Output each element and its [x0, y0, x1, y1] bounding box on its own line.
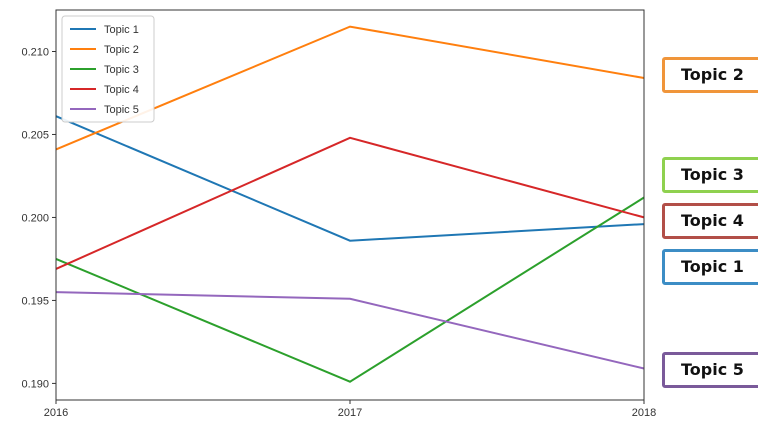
- series-line-topic-1: [55, 115, 645, 242]
- series-line-topic-4: [55, 136, 645, 270]
- legend-label: Topic 3: [104, 64, 139, 76]
- x-tick-label: 2018: [632, 407, 656, 419]
- callout-label: Topic 4: [681, 211, 744, 230]
- series-lines: [55, 25, 645, 383]
- y-tick-label: 0.195: [21, 295, 49, 307]
- line-chart: 0.190 0.195 0.200 0.205 0.210 2016 2017 2018 To…: [21, 9, 656, 419]
- x-tick-label: 2016: [44, 407, 68, 419]
- plot-frame: [55, 9, 645, 401]
- callout-label: Topic 3: [681, 165, 744, 184]
- legend-label: Topic 5: [104, 104, 139, 116]
- y-tick-label: 0.200: [21, 212, 49, 224]
- y-tick-label: 0.205: [21, 129, 49, 141]
- legend: Topic 1 Topic 2 Topic 3 Topic 4 Topic 5: [61, 15, 155, 123]
- series-line-topic-3: [55, 196, 645, 383]
- callout-label: Topic 1: [681, 257, 744, 276]
- callout-label: Topic 5: [681, 360, 744, 379]
- callout-topic-3: Topic 3: [662, 157, 758, 193]
- callout-label: Topic 2: [681, 65, 744, 84]
- y-tick-label: 0.190: [21, 378, 49, 390]
- x-tick-label: 2017: [338, 407, 362, 419]
- legend-box: [61, 15, 155, 123]
- axes: 0.190 0.195 0.200 0.205 0.210 2016 2017 2018: [21, 46, 656, 419]
- legend-label: Topic 4: [104, 84, 139, 96]
- y-tick-label: 0.210: [21, 46, 49, 58]
- callout-topic-4: Topic 4: [662, 203, 758, 239]
- callout-topic-2: Topic 2: [662, 57, 758, 93]
- legend-label: Topic 1: [104, 24, 139, 36]
- legend-label: Topic 2: [104, 44, 139, 56]
- callout-topic-5: Topic 5: [662, 352, 758, 388]
- callout-topic-1: Topic 1: [662, 249, 758, 285]
- series-line-topic-5: [55, 291, 645, 370]
